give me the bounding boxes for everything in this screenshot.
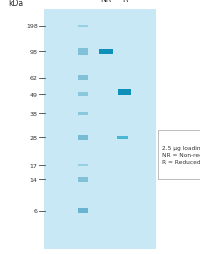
FancyBboxPatch shape <box>78 76 88 81</box>
FancyBboxPatch shape <box>78 208 88 213</box>
FancyBboxPatch shape <box>78 25 88 28</box>
Text: 17: 17 <box>30 163 38 168</box>
FancyBboxPatch shape <box>78 112 88 116</box>
FancyBboxPatch shape <box>158 131 200 179</box>
Text: R: R <box>122 0 127 4</box>
Text: 14: 14 <box>30 177 38 182</box>
FancyBboxPatch shape <box>78 48 88 56</box>
FancyBboxPatch shape <box>117 136 128 140</box>
Text: kDa: kDa <box>8 0 23 8</box>
FancyBboxPatch shape <box>78 93 88 97</box>
Text: 28: 28 <box>30 135 38 140</box>
FancyBboxPatch shape <box>78 178 88 182</box>
FancyBboxPatch shape <box>118 90 131 95</box>
Text: 98: 98 <box>30 50 38 54</box>
Text: 198: 198 <box>26 24 38 29</box>
FancyBboxPatch shape <box>44 10 156 249</box>
Text: 38: 38 <box>30 112 38 117</box>
Text: 49: 49 <box>30 92 38 98</box>
FancyBboxPatch shape <box>99 49 113 55</box>
FancyBboxPatch shape <box>78 164 88 167</box>
Text: 6: 6 <box>34 208 38 213</box>
Text: NR: NR <box>101 0 112 4</box>
Text: 2.5 μg loading
NR = Non-reduced
R = Reduced: 2.5 μg loading NR = Non-reduced R = Redu… <box>162 145 200 165</box>
FancyBboxPatch shape <box>78 135 88 140</box>
Text: 62: 62 <box>30 76 38 81</box>
